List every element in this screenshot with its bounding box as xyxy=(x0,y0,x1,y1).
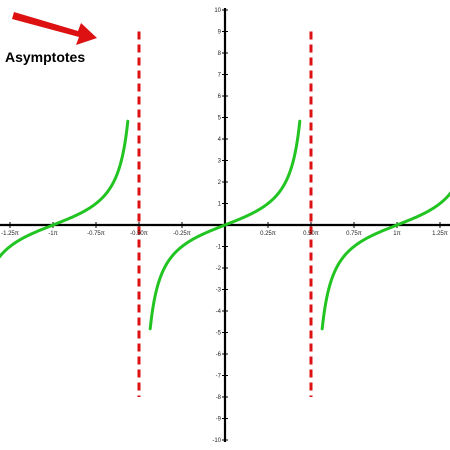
y-tick-label: -5 xyxy=(216,331,222,337)
x-tick-label: 1π xyxy=(393,231,400,237)
y-tick-label: -4 xyxy=(216,309,222,315)
y-tick-label: -2 xyxy=(216,266,222,272)
y-tick-label: -3 xyxy=(216,288,222,294)
y-tick-label: -8 xyxy=(216,395,222,401)
y-tick-label: -10 xyxy=(212,438,221,444)
annotation-arrow xyxy=(12,12,97,45)
tangent-curve xyxy=(320,191,450,331)
y-tick-label: 7 xyxy=(218,73,222,79)
y-tick-label: 9 xyxy=(218,30,222,36)
tangent-curves xyxy=(0,119,450,331)
tick-labels: -2.50π-2.25π-2π-1.75π-1.50π-1.25π-1π-0.7… xyxy=(1,8,448,444)
asymptotes xyxy=(137,31,313,397)
y-tick-label: 5 xyxy=(218,116,222,122)
x-tick-label: -1.25π xyxy=(1,231,19,237)
x-tick-label: -0.25π xyxy=(173,231,191,237)
y-tick-label: 1 xyxy=(218,202,222,208)
x-tick-label: 0.50π xyxy=(303,231,319,237)
x-tick-label: 1.25π xyxy=(432,231,448,237)
y-tick-label: 10 xyxy=(214,8,221,14)
tangent-curve xyxy=(148,119,302,331)
x-tick-label: 0.25π xyxy=(260,231,276,237)
y-tick-label: -9 xyxy=(216,417,222,423)
x-tick-label: -0.50π xyxy=(130,231,148,237)
y-tick-label: -7 xyxy=(216,374,222,380)
y-tick-label: 8 xyxy=(218,51,222,57)
x-tick-label: 0.75π xyxy=(346,231,362,237)
y-tick-label: 2 xyxy=(218,180,222,186)
y-tick-label: 4 xyxy=(218,137,222,143)
y-tick-label: 6 xyxy=(218,94,222,100)
annotation: Asymptotes xyxy=(5,12,97,65)
x-tick-label: -1π xyxy=(48,231,57,237)
x-tick-label: -0.75π xyxy=(87,231,105,237)
tangent-curve xyxy=(0,119,130,259)
annotation-label: Asymptotes xyxy=(5,49,85,65)
y-tick-label: -1 xyxy=(216,245,222,251)
y-tick-label: 3 xyxy=(218,159,222,165)
y-tick-label: -6 xyxy=(216,352,222,358)
